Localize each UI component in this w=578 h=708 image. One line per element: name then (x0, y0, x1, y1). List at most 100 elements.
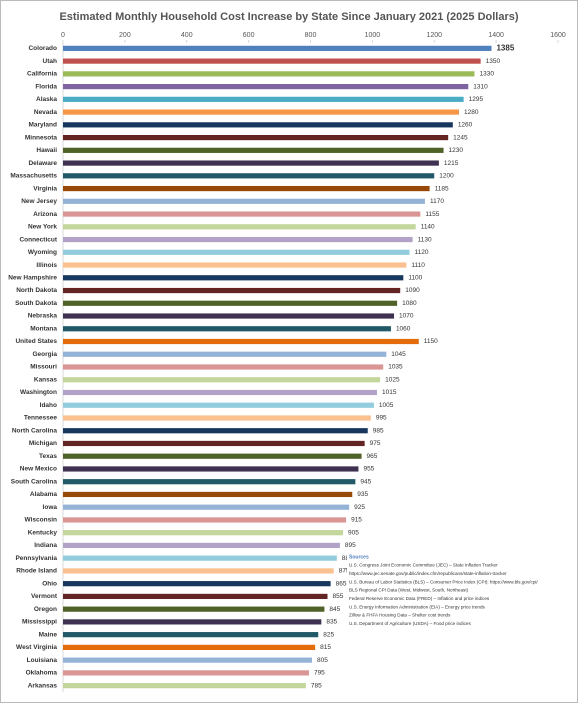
bar (63, 466, 359, 472)
y-tick-label: Mississippi (22, 619, 57, 626)
value-label: 825 (323, 631, 334, 638)
value-label: 875 (339, 568, 350, 575)
source-line: Zillow & FHFA Housing Data – Shelter cos… (349, 613, 451, 618)
sources-title: Sources (349, 554, 369, 560)
value-label: 1200 (439, 173, 454, 180)
y-tick-label: Arkansas (28, 682, 58, 689)
value-label: 1070 (399, 313, 414, 320)
bar (63, 593, 328, 600)
bar (63, 530, 343, 536)
bar (63, 581, 331, 587)
bar (63, 517, 347, 523)
value-label: 995 (376, 415, 387, 422)
y-tick-label: New Mexico (20, 466, 57, 473)
y-tick-label: North Carolina (12, 427, 58, 434)
y-tick-label: Rhode Island (16, 568, 57, 575)
bar (63, 632, 319, 638)
bar (63, 644, 316, 650)
x-tick-label: 200 (119, 32, 131, 39)
bar (63, 109, 459, 115)
source-line: BLS Regional CPI Data (West, Midwest, So… (349, 588, 469, 593)
x-tick-label: 800 (305, 32, 317, 39)
y-tick-label: New Hampshire (8, 275, 57, 282)
bar (63, 555, 337, 561)
bar (63, 173, 435, 179)
y-tick-label: Utah (43, 58, 57, 65)
y-tick-label: Delaware (28, 160, 57, 167)
value-label: 955 (363, 466, 374, 473)
y-tick-label: Connecticut (19, 236, 57, 243)
y-tick-label: Pennsylvania (15, 555, 57, 562)
value-label: 1110 (411, 262, 425, 269)
bar (63, 58, 481, 64)
bar (63, 275, 404, 281)
bar (63, 428, 368, 434)
y-tick-label: Colorado (28, 45, 57, 52)
y-tick-label: Alaska (36, 96, 57, 103)
y-tick-label: West Virginia (16, 644, 57, 651)
x-tick-label: 1000 (365, 32, 381, 39)
y-tick-label: Kansas (34, 376, 58, 383)
bar (63, 657, 313, 663)
y-tick-label: Georgia (32, 351, 57, 358)
bar (63, 377, 381, 383)
value-label: 1280 (464, 109, 479, 116)
bar (63, 683, 306, 689)
y-tick-label: Hawaii (36, 147, 57, 154)
y-tick-label: South Dakota (15, 300, 57, 307)
value-label: 985 (373, 427, 384, 434)
y-tick-label: Virginia (33, 185, 57, 192)
bar (63, 211, 421, 217)
source-line: U.S. Department of Agriculture (USDA) – … (349, 621, 471, 626)
x-tick-label: 600 (243, 32, 255, 39)
y-tick-label: Missouri (30, 364, 57, 371)
y-tick-label: Michigan (29, 440, 57, 447)
bar (63, 670, 309, 676)
source-line: Federal Reserve Economic Data (FRED) – I… (349, 596, 490, 601)
y-tick-label: Wyoming (28, 249, 57, 256)
y-tick-label: Tennessee (24, 415, 58, 422)
bar (63, 606, 325, 612)
y-tick-label: Massachusetts (10, 173, 57, 180)
y-tick-label: Nebraska (28, 313, 58, 320)
value-label: 815 (320, 644, 331, 651)
y-tick-label: Louisiana (27, 657, 58, 664)
bar (63, 364, 384, 370)
y-tick-label: Texas (39, 453, 57, 460)
value-label: 1170 (430, 198, 444, 205)
value-label: 1330 (479, 71, 494, 78)
y-tick-label: Indiana (34, 542, 57, 549)
bar (63, 71, 475, 77)
bar (63, 542, 340, 549)
value-label: 1295 (469, 96, 484, 103)
value-label: 915 (351, 517, 362, 524)
bar (63, 440, 365, 447)
source-line: https://www.jec.senate.gov/public/index.… (349, 571, 507, 576)
y-tick-label: Maryland (28, 122, 57, 129)
value-label: 1045 (391, 351, 406, 358)
chart-title: Estimated Monthly Household Cost Increas… (59, 11, 518, 23)
bar (63, 84, 469, 90)
value-label: 1245 (453, 134, 468, 141)
value-label: 1230 (449, 147, 464, 154)
y-tick-label: Oregon (34, 606, 57, 613)
source-line: U.S. Bureau of Labor Statistics (BLS) – … (349, 579, 538, 584)
bar (63, 236, 413, 243)
bar (63, 160, 439, 166)
bar (63, 300, 398, 306)
value-label: 1385 (496, 43, 514, 52)
value-label: 1080 (402, 300, 417, 307)
bar (63, 415, 371, 421)
value-label: 1140 (421, 224, 435, 231)
y-tick-label: Vermont (31, 593, 58, 600)
x-tick-label: 0 (61, 32, 65, 39)
bar (63, 326, 391, 332)
value-label: 1100 (408, 275, 422, 282)
bar (63, 479, 356, 485)
y-tick-label: New Jersey (21, 198, 57, 205)
value-label: 785 (311, 682, 322, 689)
bar (63, 45, 492, 51)
x-tick-label: 1600 (550, 32, 566, 39)
y-tick-label: New York (28, 224, 57, 231)
value-label: 945 (360, 478, 371, 485)
